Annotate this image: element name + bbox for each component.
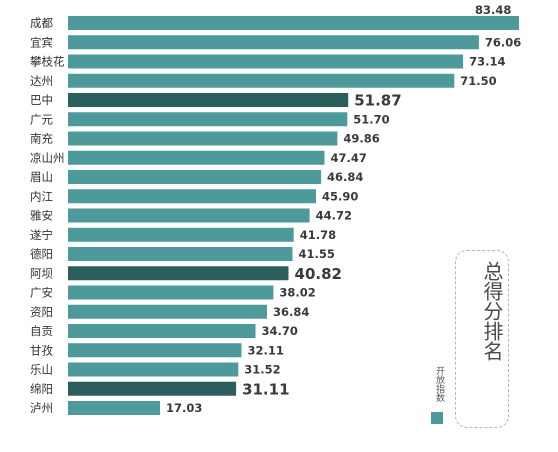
category-label: 泸州 (30, 401, 53, 415)
bar (68, 54, 464, 69)
bar (68, 266, 289, 281)
value-label: 31.52 (244, 363, 280, 377)
bars-layer: 成都 83.48 宜宾 76.06 攀枝花 73.14 达州 71.50 巴中 51.87 广元 51… (30, 3, 521, 415)
bar (68, 150, 325, 165)
category-label: 眉山 (30, 170, 53, 184)
value-label: 45.90 (322, 189, 358, 203)
value-label: 47.47 (330, 151, 366, 165)
value-label: 49.86 (343, 132, 379, 146)
value-label: 83.48 (475, 3, 511, 17)
bar (68, 285, 274, 300)
bar (68, 304, 267, 319)
category-label: 攀枝花 (30, 55, 65, 69)
bar (68, 227, 294, 242)
bar (68, 73, 455, 88)
category-label: 绵阳 (30, 382, 53, 396)
value-label: 31.11 (242, 380, 289, 398)
bar (68, 247, 293, 261)
legend-label: 开放指数 (434, 366, 444, 402)
value-label: 76.06 (485, 35, 521, 49)
category-label: 阿坝 (30, 266, 53, 280)
category-label: 内江 (30, 189, 53, 203)
bar (68, 189, 316, 204)
category-label: 成都 (30, 16, 53, 30)
bar (68, 208, 310, 223)
category-label: 巴中 (30, 93, 53, 107)
bar (68, 401, 160, 415)
bar (68, 93, 349, 107)
value-label: 36.84 (273, 305, 309, 319)
value-label: 17.03 (166, 401, 202, 415)
bar (68, 324, 256, 338)
bar (68, 343, 242, 358)
value-label: 51.70 (353, 112, 389, 126)
value-label: 41.78 (300, 228, 336, 242)
bar (68, 112, 348, 127)
category-label: 南充 (30, 132, 53, 146)
bar (68, 16, 519, 30)
category-label: 乐山 (30, 363, 53, 377)
category-label: 达州 (30, 74, 53, 88)
value-label: 73.14 (469, 55, 505, 69)
value-label: 32.11 (247, 343, 283, 357)
category-label: 雅安 (30, 209, 53, 223)
chart-title: 总得分排名 (480, 261, 504, 361)
legend-swatch (431, 412, 443, 424)
bar (68, 35, 479, 50)
value-label: 46.84 (327, 170, 363, 184)
value-label: 71.50 (460, 74, 496, 88)
value-label: 44.72 (316, 209, 352, 223)
value-label: 40.82 (295, 265, 342, 283)
category-label: 资阳 (30, 305, 53, 319)
bar (68, 131, 338, 146)
category-label: 德阳 (30, 247, 53, 261)
value-label: 38.02 (279, 286, 315, 300)
category-label: 遂宁 (30, 228, 53, 242)
category-label: 凉山州 (30, 151, 65, 165)
value-label: 41.55 (298, 247, 334, 261)
value-label: 34.70 (261, 324, 297, 338)
category-label: 广元 (30, 112, 53, 126)
bar (68, 381, 237, 396)
bar (68, 170, 322, 184)
category-label: 甘孜 (30, 343, 53, 357)
category-label: 自贡 (30, 324, 53, 338)
bar (68, 362, 239, 377)
value-label: 51.87 (354, 92, 401, 110)
category-label: 广安 (30, 286, 53, 300)
chart-title-box: 总得分排名 (455, 250, 509, 428)
category-label: 宜宾 (30, 35, 53, 49)
